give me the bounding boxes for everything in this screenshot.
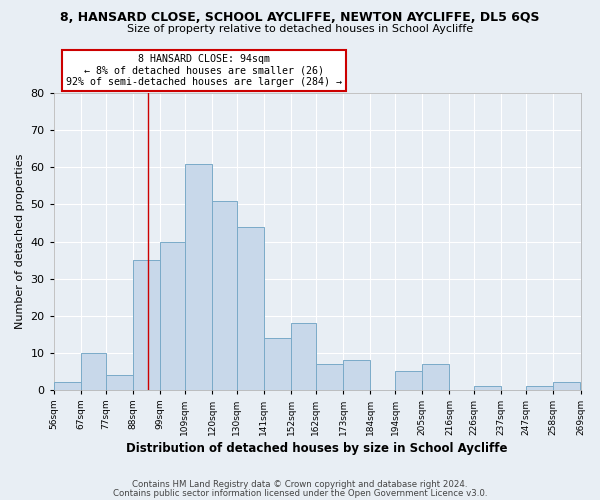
Text: 8 HANSARD CLOSE: 94sqm
← 8% of detached houses are smaller (26)
92% of semi-deta: 8 HANSARD CLOSE: 94sqm ← 8% of detached … <box>66 54 342 88</box>
Bar <box>343 360 370 390</box>
Text: Size of property relative to detached houses in School Aycliffe: Size of property relative to detached ho… <box>127 24 473 34</box>
Bar <box>264 338 291 390</box>
Bar <box>526 386 553 390</box>
Bar <box>133 260 160 390</box>
Bar <box>185 164 212 390</box>
Bar <box>422 364 449 390</box>
Bar <box>160 242 185 390</box>
Bar <box>81 352 106 390</box>
Bar <box>395 371 422 390</box>
Bar <box>553 382 580 390</box>
Y-axis label: Number of detached properties: Number of detached properties <box>15 154 25 329</box>
Bar <box>54 382 81 390</box>
Bar <box>291 323 316 390</box>
Bar <box>237 226 264 390</box>
Text: Contains HM Land Registry data © Crown copyright and database right 2024.: Contains HM Land Registry data © Crown c… <box>132 480 468 489</box>
Text: 8, HANSARD CLOSE, SCHOOL AYCLIFFE, NEWTON AYCLIFFE, DL5 6QS: 8, HANSARD CLOSE, SCHOOL AYCLIFFE, NEWTO… <box>60 11 540 24</box>
Bar <box>212 201 237 390</box>
Text: Contains public sector information licensed under the Open Government Licence v3: Contains public sector information licen… <box>113 488 487 498</box>
Bar <box>316 364 343 390</box>
Bar <box>106 375 133 390</box>
X-axis label: Distribution of detached houses by size in School Aycliffe: Distribution of detached houses by size … <box>127 442 508 455</box>
Bar <box>474 386 502 390</box>
